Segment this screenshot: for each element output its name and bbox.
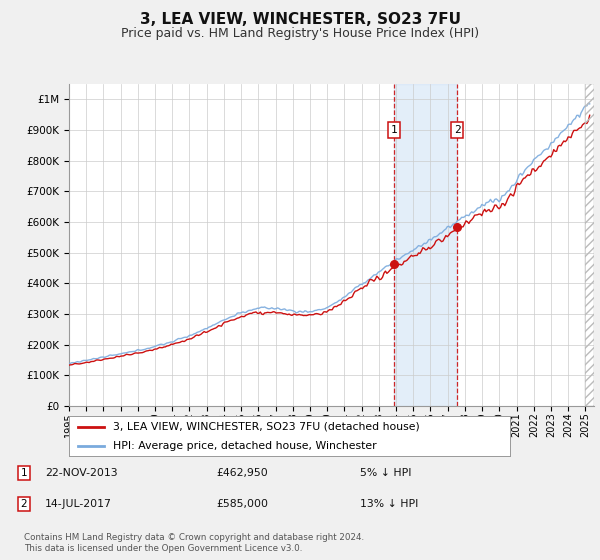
Bar xyxy=(394,84,457,406)
Text: 5% ↓ HPI: 5% ↓ HPI xyxy=(360,468,412,478)
Text: 2: 2 xyxy=(20,499,28,509)
Text: 14-JUL-2017: 14-JUL-2017 xyxy=(45,499,112,509)
Text: 3, LEA VIEW, WINCHESTER, SO23 7FU: 3, LEA VIEW, WINCHESTER, SO23 7FU xyxy=(139,12,461,27)
Text: 3, LEA VIEW, WINCHESTER, SO23 7FU (detached house): 3, LEA VIEW, WINCHESTER, SO23 7FU (detac… xyxy=(113,422,420,432)
Text: 22-NOV-2013: 22-NOV-2013 xyxy=(45,468,118,478)
Text: Contains HM Land Registry data © Crown copyright and database right 2024.
This d: Contains HM Land Registry data © Crown c… xyxy=(24,533,364,553)
Text: Price paid vs. HM Land Registry's House Price Index (HPI): Price paid vs. HM Land Registry's House … xyxy=(121,27,479,40)
Text: £585,000: £585,000 xyxy=(216,499,268,509)
Text: 13% ↓ HPI: 13% ↓ HPI xyxy=(360,499,418,509)
Text: 1: 1 xyxy=(20,468,28,478)
Text: 1: 1 xyxy=(391,125,398,135)
Text: HPI: Average price, detached house, Winchester: HPI: Average price, detached house, Winc… xyxy=(113,441,377,451)
Text: 2: 2 xyxy=(454,125,461,135)
Text: £462,950: £462,950 xyxy=(216,468,268,478)
